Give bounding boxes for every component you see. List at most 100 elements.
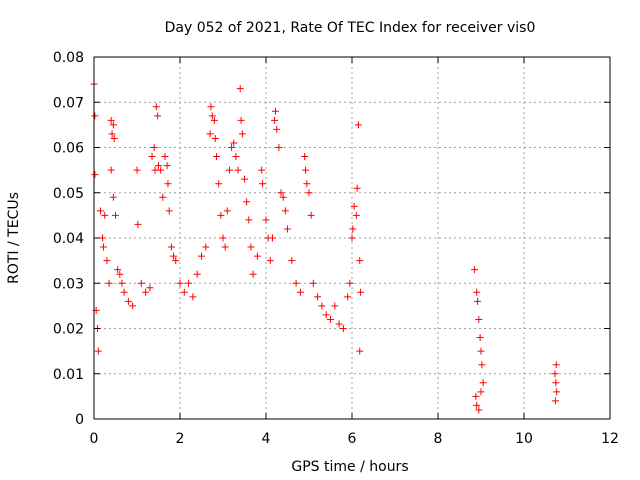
- data-point: [137, 279, 145, 287]
- data-point: [99, 234, 107, 242]
- y-tick-label: 0.03: [53, 276, 84, 292]
- data-point: [116, 270, 124, 278]
- data-point: [189, 293, 197, 301]
- data-point: [327, 315, 334, 323]
- data-point: [217, 211, 225, 219]
- data-point: [348, 234, 356, 242]
- data-point: [101, 211, 109, 219]
- data-point: [134, 220, 142, 228]
- x-tick-label: 0: [90, 431, 99, 447]
- data-point: [284, 225, 291, 233]
- data-point: [473, 401, 481, 409]
- data-point: [238, 130, 246, 138]
- data-point: [164, 180, 172, 188]
- y-tick-label: 0.07: [53, 95, 84, 111]
- data-point: [105, 279, 113, 287]
- data-point: [96, 207, 104, 215]
- data-point: [103, 257, 111, 265]
- data-point: [253, 252, 261, 260]
- data-point: [172, 257, 180, 265]
- data-point: [241, 175, 248, 183]
- data-point: [552, 379, 560, 387]
- data-point: [478, 361, 486, 369]
- data-point: [479, 379, 487, 387]
- data-point: [339, 325, 347, 332]
- data-point: [91, 112, 99, 120]
- data-point: [207, 103, 215, 111]
- data-point: [107, 116, 115, 124]
- data-point: [142, 288, 150, 296]
- data-point: [475, 406, 483, 414]
- data-point: [476, 334, 484, 342]
- data-point: [353, 184, 361, 192]
- x-tick-labels: 0 2 4 6 8 10 12: [90, 431, 619, 447]
- data-point: [477, 388, 485, 396]
- data-point: [477, 347, 485, 355]
- data-point: [551, 370, 559, 378]
- data-point: [552, 361, 560, 369]
- data-point: [114, 266, 122, 274]
- y-tick-labels: 0 0.01 0.02 0.03 0.04 0.05 0.06 0.07 0.08: [53, 50, 84, 428]
- data-point: [357, 288, 365, 296]
- data-point: [225, 166, 233, 174]
- data-point: [129, 302, 137, 310]
- data-point: [245, 216, 253, 224]
- data-point: [249, 270, 257, 278]
- data-point: [305, 189, 313, 197]
- data-point: [314, 293, 322, 301]
- data-point: [262, 216, 270, 224]
- y-axis-label: ROTI / TECUs: [6, 192, 22, 284]
- data-point: [472, 392, 480, 400]
- y-tick-label: 0.06: [53, 141, 84, 157]
- data-point: [185, 279, 193, 287]
- data-point: [279, 193, 287, 201]
- data-point: [210, 116, 218, 124]
- data-point: [152, 103, 160, 111]
- x-axis-label: GPS time / hours: [291, 459, 408, 475]
- data-point: [124, 297, 132, 305]
- x-tick-label: 2: [176, 431, 185, 447]
- data-point: [91, 171, 99, 179]
- chart-title: Day 052 of 2021, Rate Of TEC Index for r…: [165, 20, 536, 36]
- data-point: [356, 347, 364, 355]
- data-point: [266, 257, 274, 265]
- data-point: [346, 279, 354, 287]
- data-point: [133, 166, 141, 174]
- data-point: [303, 180, 311, 188]
- data-point: [318, 302, 326, 310]
- data-point: [167, 243, 175, 251]
- data-point: [271, 116, 279, 124]
- data-point: [193, 270, 201, 278]
- data-point: [296, 288, 304, 296]
- data-points: [90, 80, 561, 414]
- data-point: [247, 243, 255, 251]
- data-point: [161, 153, 169, 161]
- data-point: [219, 234, 227, 242]
- data-point: [232, 153, 240, 161]
- data-point: [109, 121, 117, 129]
- data-point: [118, 279, 126, 287]
- data-point: [354, 121, 362, 129]
- x-tick-label: 12: [601, 431, 619, 447]
- data-point: [349, 225, 357, 233]
- data-point: [301, 153, 309, 161]
- y-tick-label: 0.04: [53, 231, 84, 247]
- data-point: [109, 193, 117, 201]
- data-point: [110, 134, 118, 142]
- y-tick-label: 0.01: [53, 367, 84, 383]
- data-point: [273, 125, 281, 133]
- data-point: [94, 347, 102, 355]
- data-point: [154, 112, 162, 120]
- data-point: [228, 144, 236, 151]
- data-point: [112, 211, 119, 219]
- data-point: [331, 302, 339, 310]
- data-point: [277, 189, 285, 197]
- data-point: [302, 166, 310, 174]
- data-point: [309, 279, 317, 287]
- data-point: [352, 211, 360, 219]
- data-point: [146, 284, 154, 292]
- data-point: [155, 162, 162, 170]
- data-point: [170, 252, 178, 260]
